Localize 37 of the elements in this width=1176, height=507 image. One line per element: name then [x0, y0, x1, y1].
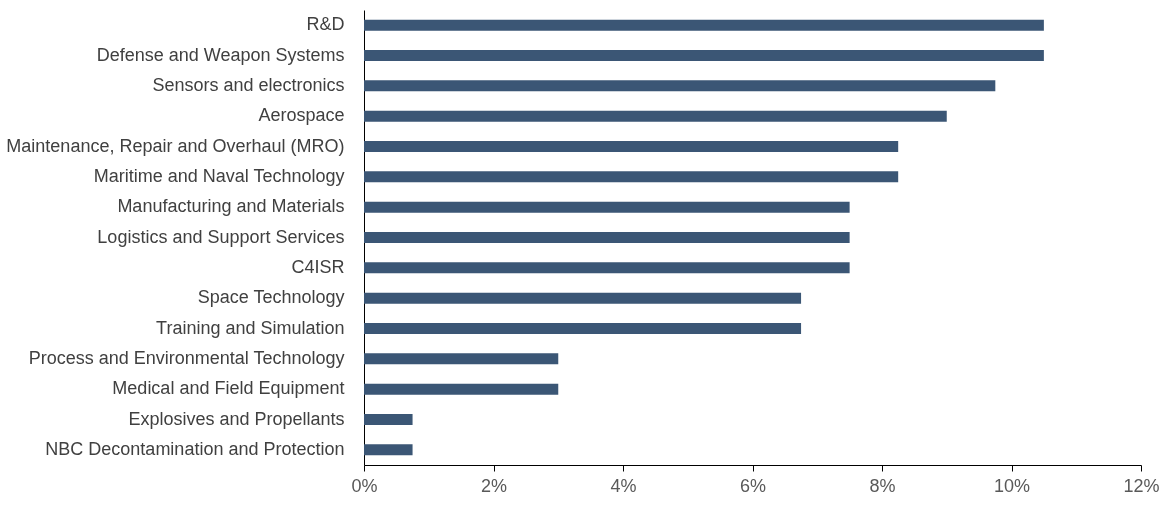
- bar: [364, 383, 559, 395]
- bar: [364, 80, 996, 92]
- bar: [364, 292, 802, 304]
- bar: [364, 262, 850, 274]
- y-tick-label: Medical and Field Equipment: [112, 378, 345, 399]
- y-tick-label: Aerospace: [258, 105, 345, 126]
- y-tick-label: Maintenance, Repair and Overhaul (MRO): [6, 135, 345, 156]
- y-tick-label: NBC Decontamination and Protection: [45, 438, 345, 459]
- y-tick-label: C4ISR: [291, 256, 345, 277]
- x-tick-label: 8%: [869, 475, 896, 496]
- x-tick-label: 12%: [1123, 475, 1160, 496]
- bar: [364, 171, 899, 183]
- bar: [364, 353, 559, 365]
- bar: [364, 414, 413, 425]
- bar: [364, 141, 899, 152]
- y-tick-label: Maritime and Naval Technology: [93, 165, 345, 186]
- y-tick-label: R&D: [306, 14, 345, 35]
- y-tick-label: Defense and Weapon Systems: [96, 44, 345, 65]
- y-tick-label: Explosives and Propellants: [128, 408, 345, 429]
- x-tick-label: 0%: [351, 475, 378, 496]
- bar: [364, 444, 413, 456]
- y-tick-label: Manufacturing and Materials: [117, 196, 345, 217]
- x-tick-label: 2%: [480, 475, 508, 496]
- x-tick-label: 4%: [610, 475, 637, 496]
- bar: [364, 50, 1044, 61]
- x-tick-label: 10%: [993, 475, 1031, 496]
- x-tick-label: 6%: [739, 475, 767, 496]
- bar: [364, 232, 850, 243]
- bar: [364, 323, 802, 334]
- bar: [364, 201, 850, 213]
- bar: [364, 19, 1044, 31]
- y-tick-label: Space Technology: [197, 287, 345, 308]
- y-tick-label: Training and Simulation: [156, 317, 345, 338]
- y-tick-label: Sensors and electronics: [152, 74, 345, 95]
- bar: [364, 110, 947, 122]
- y-tick-label: Logistics and Support Services: [97, 226, 345, 247]
- y-tick-label: Process and Environmental Technology: [28, 347, 345, 368]
